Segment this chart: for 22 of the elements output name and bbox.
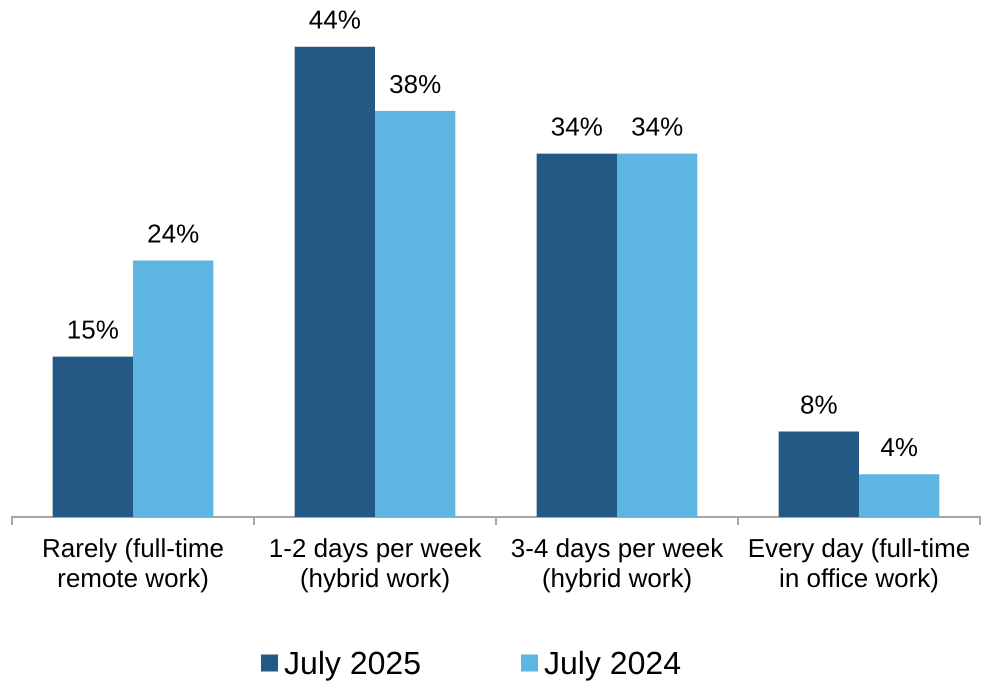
- x-tick-label: 3-4 days per week (hybrid work): [510, 533, 724, 594]
- legend-label: July 2025: [284, 644, 421, 681]
- x-tick-label: 1-2 days per week (hybrid work): [268, 533, 482, 594]
- bar: [536, 154, 617, 517]
- data-label: 38%: [389, 68, 442, 99]
- data-label: 15%: [66, 314, 119, 345]
- x-tick-label: Every day (full-time in office work): [748, 533, 970, 594]
- bar: [617, 154, 698, 517]
- bar: [294, 46, 375, 517]
- bar: [133, 260, 214, 517]
- data-label: 4%: [880, 432, 918, 462]
- bar: [778, 431, 859, 517]
- data-label: 8%: [800, 389, 838, 420]
- data-label: 44%: [308, 4, 361, 35]
- data-label: 34%: [550, 112, 603, 142]
- bar: [859, 474, 940, 517]
- legend-label: July 2024: [544, 644, 681, 681]
- x-tick-label: Rarely (full-time remote work): [42, 533, 224, 594]
- data-label: 34%: [631, 112, 684, 142]
- bar: [375, 110, 456, 517]
- data-label: 24%: [147, 218, 200, 248]
- bar: [52, 356, 133, 517]
